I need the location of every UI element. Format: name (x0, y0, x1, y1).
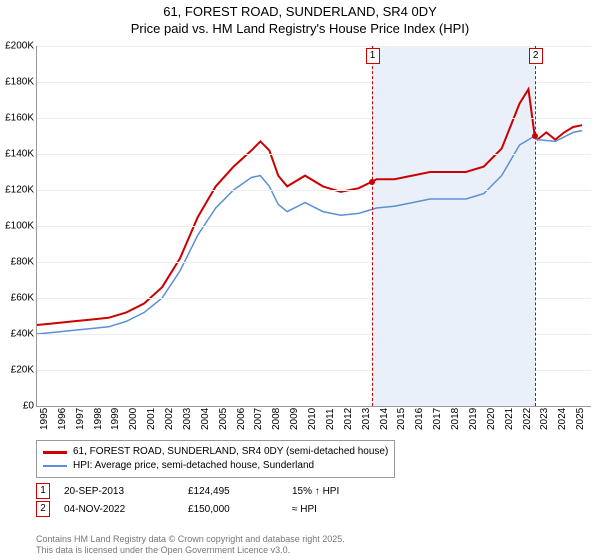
y-tick-label: £0 (23, 401, 34, 412)
x-tick-label: 2023 (539, 408, 550, 430)
title-line-2: Price paid vs. HM Land Registry's House … (0, 21, 600, 38)
plot-area: 12 (36, 46, 591, 407)
gridline (37, 298, 591, 299)
x-tick-label: 2022 (522, 408, 533, 430)
series-property (37, 89, 582, 325)
marker-box-1: 1 (366, 48, 380, 64)
marker-box-2: 2 (529, 48, 543, 64)
x-tick-label: 2021 (504, 408, 515, 430)
x-tick-label: 2011 (325, 408, 336, 430)
sale-date-2: 04-NOV-2022 (64, 504, 174, 515)
x-tick-label: 2010 (307, 408, 318, 430)
y-tick-label: £160K (5, 113, 34, 124)
sale-price-2: £150,000 (188, 504, 278, 515)
gridline (37, 154, 591, 155)
x-tick-label: 2018 (450, 408, 461, 430)
x-tick-label: 2016 (414, 408, 425, 430)
x-tick-label: 2020 (486, 408, 497, 430)
legend-item-property: 61, FOREST ROAD, SUNDERLAND, SR4 0DY (se… (43, 445, 388, 459)
sale-row-1: 1 20-SEP-2013 £124,495 15% ↑ HPI (36, 482, 372, 500)
y-axis: £0£20K£40K£60K£80K£100K£120K£140K£160K£1… (0, 46, 36, 406)
y-tick-label: £60K (11, 293, 34, 304)
legend-item-hpi: HPI: Average price, semi-detached house,… (43, 459, 388, 473)
x-tick-label: 2017 (432, 408, 443, 430)
footer-line-2: This data is licensed under the Open Gov… (36, 545, 345, 556)
legend-swatch-property (43, 451, 67, 454)
y-tick-label: £40K (11, 329, 34, 340)
marker-line-2 (535, 46, 536, 406)
sale-date-1: 20-SEP-2013 (64, 486, 174, 497)
x-tick-label: 1999 (110, 408, 121, 430)
x-tick-label: 2013 (361, 408, 372, 430)
x-tick-label: 2019 (468, 408, 479, 430)
footer-line-1: Contains HM Land Registry data © Crown c… (36, 534, 345, 545)
sale-marker-1: 1 (36, 483, 50, 499)
gridline (37, 118, 591, 119)
marker-dot-2 (532, 133, 538, 139)
chart-title: 61, FOREST ROAD, SUNDERLAND, SR4 0DY Pri… (0, 0, 600, 38)
y-tick-label: £80K (11, 257, 34, 268)
x-tick-label: 2005 (218, 408, 229, 430)
x-tick-label: 2012 (343, 408, 354, 430)
x-tick-label: 2002 (164, 408, 175, 430)
y-tick-label: £200K (5, 41, 34, 52)
marker-line-1 (372, 46, 373, 406)
gridline (37, 46, 591, 47)
gridline (37, 370, 591, 371)
x-tick-label: 2001 (146, 408, 157, 430)
legend-label-property: 61, FOREST ROAD, SUNDERLAND, SR4 0DY (se… (73, 445, 388, 459)
legend: 61, FOREST ROAD, SUNDERLAND, SR4 0DY (se… (36, 440, 395, 478)
x-tick-label: 1995 (39, 408, 50, 430)
legend-swatch-hpi (43, 465, 67, 467)
y-tick-label: £140K (5, 149, 34, 160)
x-axis: 1995 1996 1997 1998 1999 2000 2001 2002 2003 2004… (36, 406, 590, 436)
chart-container: 61, FOREST ROAD, SUNDERLAND, SR4 0DY Pri… (0, 0, 600, 560)
x-tick-label: 2015 (396, 408, 407, 430)
legend-label-hpi: HPI: Average price, semi-detached house,… (73, 459, 314, 473)
y-tick-label: £180K (5, 77, 34, 88)
x-tick-label: 2008 (271, 408, 282, 430)
x-tick-label: 2006 (236, 408, 247, 430)
x-tick-label: 2024 (557, 408, 568, 430)
sale-hpi-1: 15% ↑ HPI (292, 486, 372, 497)
y-tick-label: £100K (5, 221, 34, 232)
gridline (37, 190, 591, 191)
sale-price-1: £124,495 (188, 486, 278, 497)
x-tick-label: 1997 (75, 408, 86, 430)
gridline (37, 82, 591, 83)
sales-table: 1 20-SEP-2013 £124,495 15% ↑ HPI 2 04-NO… (36, 482, 372, 518)
title-line-1: 61, FOREST ROAD, SUNDERLAND, SR4 0DY (0, 4, 600, 21)
sale-hpi-2: ≈ HPI (292, 504, 372, 515)
x-tick-label: 2007 (253, 408, 264, 430)
x-tick-label: 2009 (289, 408, 300, 430)
footer: Contains HM Land Registry data © Crown c… (36, 534, 345, 556)
gridline (37, 262, 591, 263)
chart-area: 12 (36, 46, 590, 406)
sale-marker-2: 2 (36, 501, 50, 517)
y-tick-label: £20K (11, 365, 34, 376)
x-tick-label: 1996 (57, 408, 68, 430)
sale-row-2: 2 04-NOV-2022 £150,000 ≈ HPI (36, 500, 372, 518)
x-tick-label: 2003 (182, 408, 193, 430)
gridline (37, 334, 591, 335)
marker-dot-1 (369, 179, 375, 185)
x-tick-label: 2004 (200, 408, 211, 430)
x-tick-label: 1998 (93, 408, 104, 430)
x-tick-label: 2025 (575, 408, 586, 430)
gridline (37, 226, 591, 227)
x-tick-label: 2000 (128, 408, 139, 430)
y-tick-label: £120K (5, 185, 34, 196)
series-hpi (37, 131, 582, 334)
x-tick-label: 2014 (379, 408, 390, 430)
